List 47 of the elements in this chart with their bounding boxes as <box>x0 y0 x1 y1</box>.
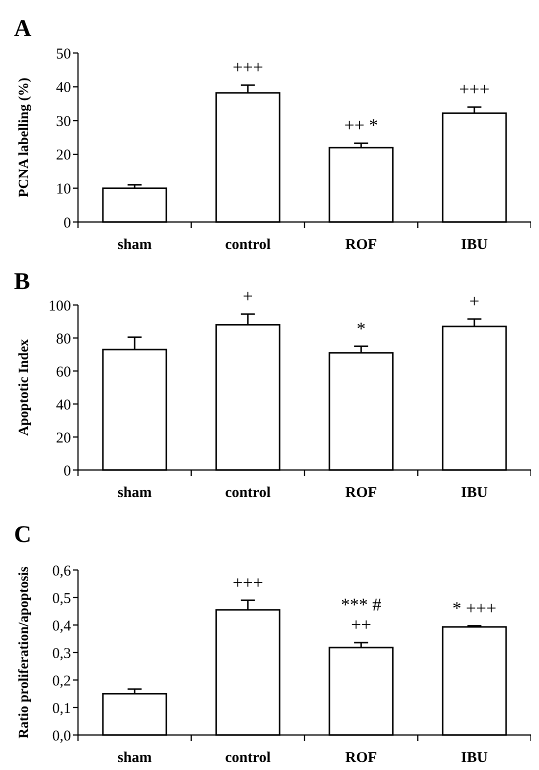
y-tick-label: 100 <box>48 298 71 314</box>
chart-title: A <box>14 16 32 42</box>
x-tick-label: IBU <box>461 750 488 766</box>
annotation: + <box>242 286 253 306</box>
y-tick-label: 20 <box>56 430 71 446</box>
y-tick-label: 40 <box>56 80 71 96</box>
annotation: * <box>356 318 366 338</box>
y-tick-label: 0,2 <box>52 673 71 690</box>
annotation: + <box>469 291 480 312</box>
annotation: +++ <box>232 572 264 592</box>
y-axis-title: Ratio proliferation/apoptosis <box>17 566 32 739</box>
x-tick-label: sham <box>118 485 152 501</box>
y-tick-label: 0,1 <box>52 700 71 717</box>
y-tick-label: 60 <box>56 364 71 380</box>
x-tick-label: sham <box>118 750 152 766</box>
x-tick-label: IBU <box>461 485 488 501</box>
y-tick-label: 50 <box>56 46 71 62</box>
y-axis-title: PCNA labelling (%) <box>17 77 32 198</box>
x-tick-label: control <box>225 237 271 253</box>
x-tick-label: ROF <box>345 485 377 501</box>
y-tick-label: 10 <box>56 181 71 198</box>
y-tick-label: 40 <box>56 397 71 414</box>
annotation: ++ * <box>344 115 378 136</box>
annotation: +++ <box>232 57 264 78</box>
y-tick-label: 0,4 <box>52 618 72 634</box>
y-tick-label: 80 <box>56 331 71 348</box>
y-tick-label: 0,3 <box>52 646 71 662</box>
y-tick-label: 0,6 <box>52 563 72 580</box>
y-tick-label: 0 <box>64 463 71 480</box>
y-axis-title: Apoptotic Index <box>17 339 32 436</box>
annotation: *** # <box>340 594 382 615</box>
x-tick-label: ROF <box>345 750 377 766</box>
y-tick-label: 0,5 <box>52 590 71 607</box>
x-tick-label: IBU <box>461 237 488 253</box>
annotation: ++ <box>350 614 372 635</box>
x-tick-label: control <box>225 750 271 766</box>
x-tick-label: control <box>225 485 271 501</box>
y-tick-label: 30 <box>56 114 71 130</box>
x-tick-label: ROF <box>345 237 377 253</box>
annotation: +++ <box>459 79 490 100</box>
y-tick-label: 20 <box>56 148 71 164</box>
y-tick-label: 0 <box>64 215 71 232</box>
annotation: * +++ <box>452 598 496 618</box>
x-tick-label: sham <box>118 237 152 253</box>
chart-title: B <box>14 269 30 295</box>
y-tick-label: 0,0 <box>52 728 71 744</box>
chart-title: C <box>14 522 32 548</box>
